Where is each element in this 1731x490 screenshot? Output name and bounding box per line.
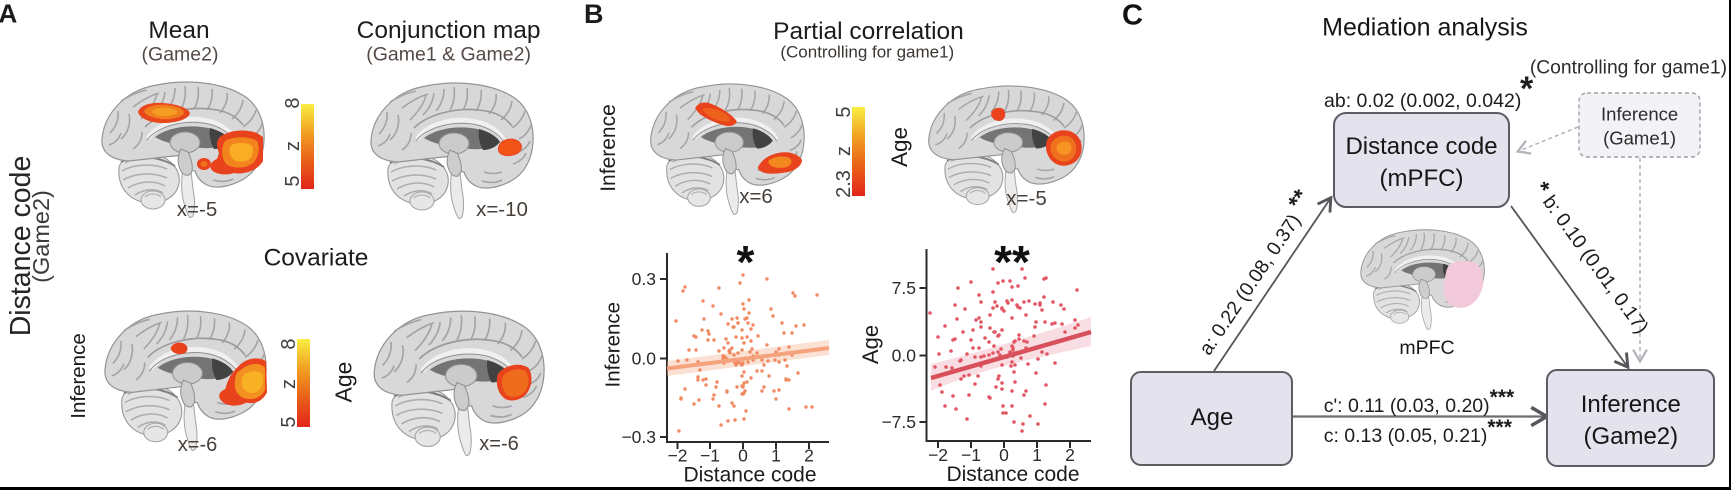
svg-text:0: 0 xyxy=(999,445,1009,465)
svg-text:−2: −2 xyxy=(928,445,948,465)
svg-text:Inference: Inference xyxy=(1601,104,1678,125)
svg-text:Distance code: Distance code xyxy=(1345,133,1497,160)
svg-text:x=6: x=6 xyxy=(739,185,773,208)
svg-text:Distance code: Distance code xyxy=(5,156,37,337)
svg-text:Inference: Inference xyxy=(597,104,620,192)
svg-text:5: 5 xyxy=(278,416,300,427)
svg-text:Inference: Inference xyxy=(1581,391,1681,418)
svg-text:(Game2): (Game2) xyxy=(28,190,54,283)
svg-text:(Game1 & Game2): (Game1 & Game2) xyxy=(366,44,531,66)
svg-text:Mediation analysis: Mediation analysis xyxy=(1322,13,1528,41)
svg-text:Age: Age xyxy=(860,325,883,364)
svg-text:B: B xyxy=(584,0,604,29)
svg-text:Age: Age xyxy=(1191,404,1234,431)
svg-text:Inference: Inference xyxy=(67,333,90,418)
svg-text:Conjunction map: Conjunction map xyxy=(357,17,541,44)
svg-text:Partial correlation: Partial correlation xyxy=(773,18,964,45)
svg-text:5: 5 xyxy=(282,175,304,186)
svg-text:mPFC: mPFC xyxy=(1399,337,1454,359)
svg-text:Distance code: Distance code xyxy=(946,463,1079,486)
svg-text:Covariate: Covariate xyxy=(264,245,369,272)
svg-text:Distance code: Distance code xyxy=(683,464,816,487)
svg-text:x=-5: x=-5 xyxy=(1006,187,1046,210)
svg-text:*: * xyxy=(1520,70,1534,108)
svg-text:a: 0.22 (0.08, 0.37) **: a: 0.22 (0.08, 0.37) ** xyxy=(1187,184,1319,359)
svg-text:1: 1 xyxy=(771,446,781,466)
svg-text:8: 8 xyxy=(278,338,300,349)
svg-text:ab: 0.02 (0.002, 0.042): ab: 0.02 (0.002, 0.042) xyxy=(1324,90,1521,112)
svg-text:−1: −1 xyxy=(961,445,981,465)
svg-text:2: 2 xyxy=(804,446,814,466)
svg-text:x=-6: x=-6 xyxy=(178,434,217,456)
svg-text:x=-10: x=-10 xyxy=(476,198,528,221)
svg-text:2: 2 xyxy=(1065,445,1075,465)
svg-text:**: ** xyxy=(994,243,1030,288)
svg-text:c': 0.11 (0.03, 0.20)***: c': 0.11 (0.03, 0.20)*** xyxy=(1324,386,1515,417)
svg-text:A: A xyxy=(0,0,18,29)
svg-text:(Game1): (Game1) xyxy=(1603,128,1676,149)
svg-text:−1: −1 xyxy=(700,446,720,466)
svg-text:Age: Age xyxy=(887,127,912,167)
svg-text:(Game2): (Game2) xyxy=(1583,423,1678,450)
svg-text:Age: Age xyxy=(331,362,357,403)
svg-text:(mPFC): (mPFC) xyxy=(1380,165,1464,192)
svg-text:x=-6: x=-6 xyxy=(479,433,518,455)
svg-text:C: C xyxy=(1122,0,1143,32)
svg-text:−0.3: −0.3 xyxy=(621,427,656,447)
svg-text:−2: −2 xyxy=(668,446,688,466)
svg-text:Inference: Inference xyxy=(602,302,625,387)
svg-text:2.3: 2.3 xyxy=(833,170,855,198)
svg-text:0: 0 xyxy=(738,446,748,466)
svg-text:z: z xyxy=(282,141,304,151)
svg-text:c: 0.13 (0.05, 0.21)***: c: 0.13 (0.05, 0.21)*** xyxy=(1324,416,1513,447)
svg-text:7.5: 7.5 xyxy=(892,278,916,298)
svg-text:1: 1 xyxy=(1032,445,1042,465)
svg-text:(Controlling for game1): (Controlling for game1) xyxy=(780,43,954,62)
svg-text:0.0: 0.0 xyxy=(632,349,657,369)
svg-text:Mean: Mean xyxy=(148,17,209,44)
svg-text:x=-5: x=-5 xyxy=(177,198,217,221)
svg-text:0.0: 0.0 xyxy=(892,346,917,366)
svg-text:z: z xyxy=(833,146,855,156)
svg-text:8: 8 xyxy=(282,97,304,108)
svg-text:5: 5 xyxy=(833,106,855,117)
svg-text:z: z xyxy=(278,379,300,389)
svg-text:*: * xyxy=(737,243,755,288)
svg-text:(Game2): (Game2) xyxy=(142,44,219,66)
svg-text:0.3: 0.3 xyxy=(632,269,656,289)
svg-text:(Controlling for game1): (Controlling for game1) xyxy=(1530,58,1727,79)
svg-text:−7.5: −7.5 xyxy=(881,412,916,432)
